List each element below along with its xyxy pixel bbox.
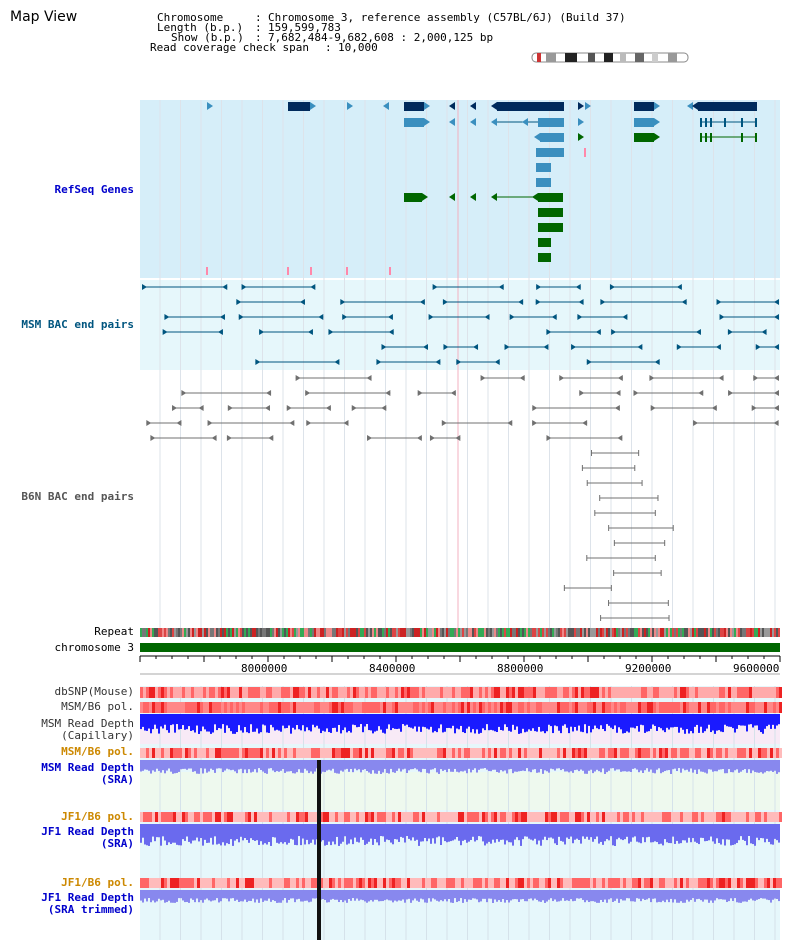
jf1-trimmed-depth — [140, 890, 780, 903]
info-show-value: 7,682,484-9,682,608 : 2,000,125 bp — [268, 31, 494, 44]
jf1-b6-pol-strip-2 — [140, 878, 782, 888]
track-label-repeat: Repeat — [94, 625, 134, 638]
repeat-track — [140, 628, 780, 637]
page-title: Map View — [10, 9, 78, 25]
msm-bac-pairs — [142, 284, 779, 365]
position-axis — [139, 655, 781, 675]
msm-sra-bg — [140, 772, 780, 810]
track-label-jf1-depth-trim: JF1 Read Depth — [41, 891, 134, 904]
track-label-jf1-depth-trim-sub: (SRA trimmed) — [47, 903, 134, 916]
track-label-jf1-pol-1: JF1/B6 pol. — [61, 810, 134, 823]
info-length-value: 159,599,783 — [268, 21, 341, 34]
b6n-bac-pairs — [146, 375, 779, 621]
info-length-key: Length (b.p.) — [157, 21, 244, 34]
msm-bac-track-bg — [140, 280, 780, 370]
axis-tick-label: 8800000 — [497, 662, 544, 675]
axis-tick-label: 8400000 — [369, 662, 416, 675]
msm-sra-depth — [140, 760, 780, 774]
info-chromosome-value: Chromosome 3, reference assembly (C57BL/… — [268, 11, 626, 24]
track-label-jf1-depth-sra-sub: (SRA) — [100, 837, 134, 850]
msm-capillary-depth — [140, 714, 780, 734]
axis-tick-label: 9600000 — [733, 662, 780, 675]
track-label-refseq[interactable]: RefSeq Genes — [54, 183, 134, 196]
track-label-msm-bac[interactable]: MSM BAC end pairs — [21, 318, 134, 331]
gap-marker — [317, 760, 321, 940]
track-label-msm-pol-2: MSM/B6 pol. — [61, 745, 134, 758]
dbsnp-strip — [140, 687, 782, 698]
refseq-track-bg — [140, 100, 780, 278]
track-label-jf1-pol-2: JF1/B6 pol. — [61, 876, 134, 889]
track-label-msm-pol-1: MSM/B6 pol. — [61, 700, 134, 713]
axis-tick-label: 9200000 — [625, 662, 672, 675]
info-span-value: 10,000 — [338, 41, 378, 54]
chromosome-ideogram — [531, 52, 689, 63]
jf1-b6-pol-strip-1 — [140, 812, 782, 822]
info-chromosome-key: Chromosome — [157, 11, 224, 24]
track-label-msm-depth-sra-sub: (SRA) — [100, 773, 134, 786]
track-label-msm-depth-cap-sub: (Capillary) — [61, 729, 134, 742]
axis-tick-label: 8000000 — [241, 662, 288, 675]
refseq-genes — [206, 102, 757, 275]
info-span-key: Read coverage check span — [150, 41, 309, 54]
track-label-msm-depth-cap: MSM Read Depth — [41, 717, 134, 730]
msm-b6-pol-strip-2 — [140, 748, 782, 758]
info-show-key: Show (b.p.) — [171, 31, 244, 44]
msm-b6-pol-strip-1 — [140, 702, 782, 713]
jf1-sra-depth — [140, 824, 780, 846]
chromosome-bar — [140, 643, 780, 652]
track-label-jf1-depth-sra: JF1 Read Depth — [41, 825, 134, 838]
track-label-dbsnp: dbSNP(Mouse) — [54, 685, 134, 698]
track-label-chromosome: chromosome 3 — [54, 641, 134, 654]
track-label-b6n-bac[interactable]: B6N BAC end pairs — [21, 490, 134, 503]
track-label-msm-depth-sra: MSM Read Depth — [41, 761, 134, 774]
